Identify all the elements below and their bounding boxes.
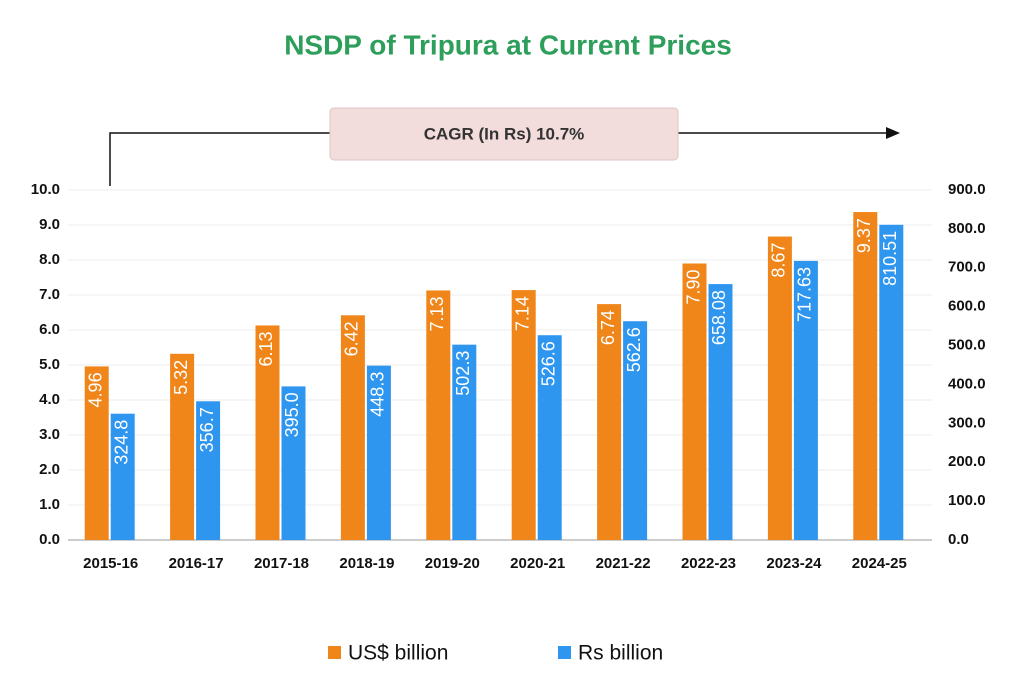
value-label: 7.13	[427, 296, 447, 331]
bar	[853, 212, 878, 541]
bar	[170, 353, 195, 540]
bar	[110, 413, 135, 540]
value-label: 356.7	[197, 407, 217, 452]
value-label: 562.6	[624, 327, 644, 372]
x-tick-label: 2018-19	[339, 555, 394, 572]
x-tick-label: 2019-20	[425, 555, 480, 572]
bar	[597, 304, 622, 540]
value-label: 395.0	[282, 392, 302, 437]
y2-tick-label: 200.0	[948, 453, 986, 470]
bar	[426, 290, 451, 540]
bar	[623, 321, 648, 540]
value-label: 6.42	[342, 321, 362, 356]
value-label: 502.3	[453, 351, 473, 396]
value-label: 5.32	[171, 360, 191, 395]
y-tick-label: 8.0	[39, 251, 60, 268]
legend-label: US$ billion	[348, 642, 448, 665]
y2-tick-label: 0.0	[948, 531, 969, 548]
y2-tick-label: 100.0	[948, 492, 986, 509]
arrow-head	[886, 127, 900, 139]
x-tick-label: 2023-24	[766, 555, 822, 572]
bar	[366, 365, 391, 540]
bar	[537, 335, 562, 540]
y2-tick-label: 300.0	[948, 414, 986, 431]
x-tick-label: 2016-17	[169, 555, 224, 572]
value-label: 658.08	[709, 290, 729, 345]
y2-tick-label: 600.0	[948, 298, 986, 315]
bar	[340, 315, 365, 540]
y-tick-label: 3.0	[39, 426, 60, 443]
y2-tick-label: 400.0	[948, 375, 986, 392]
y-tick-label: 6.0	[39, 321, 60, 338]
annotation-box	[329, 107, 679, 161]
bar	[281, 386, 306, 540]
y-tick-label: 1.0	[39, 496, 60, 513]
x-tick-label: 2017-18	[254, 555, 309, 572]
bar	[196, 401, 221, 540]
legend-swatch	[328, 646, 341, 659]
y2-tick-label: 500.0	[948, 337, 986, 354]
chart-title: NSDP of Tripura at Current Prices	[284, 29, 732, 60]
value-label: 4.96	[85, 372, 105, 407]
bar	[767, 236, 792, 541]
y2-tick-label: 800.0	[948, 220, 986, 237]
x-tick-label: 2022-23	[681, 555, 736, 572]
annotation: CAGR (In Rs) 10.7%	[424, 124, 585, 143]
y2-tick-label: 900.0	[948, 181, 986, 198]
y-tick-label: 4.0	[39, 391, 60, 408]
y-tick-label: 9.0	[39, 216, 60, 233]
value-label: 6.74	[598, 310, 618, 345]
x-tick-label: 2021-22	[596, 555, 651, 572]
legend-label: Rs billion	[578, 642, 663, 665]
bar	[84, 366, 109, 540]
value-label: 448.3	[368, 372, 388, 417]
bar	[452, 344, 477, 540]
x-tick-label: 2020-21	[510, 555, 565, 572]
value-label: 526.6	[538, 341, 558, 386]
legend-swatch	[558, 646, 571, 659]
x-tick-label: 2015-16	[83, 555, 138, 572]
y-tick-label: 10.0	[31, 181, 60, 198]
value-label: 8.67	[769, 243, 789, 278]
y-tick-label: 0.0	[39, 531, 60, 548]
y-tick-label: 7.0	[39, 286, 60, 303]
value-label: 7.90	[683, 270, 703, 305]
bar	[511, 290, 536, 540]
value-label: 7.14	[512, 296, 532, 331]
bar	[708, 284, 733, 540]
value-label: 717.63	[795, 267, 815, 322]
value-label: 9.37	[854, 218, 874, 253]
y2-tick-label: 700.0	[948, 259, 986, 276]
value-label: 324.8	[111, 420, 131, 465]
y-tick-label: 2.0	[39, 461, 60, 478]
bar	[682, 263, 707, 540]
x-tick-label: 2024-25	[852, 555, 907, 572]
bar	[255, 325, 280, 540]
bar	[793, 260, 818, 540]
value-label: 6.13	[256, 331, 276, 366]
arrow-line	[109, 132, 330, 186]
bar	[879, 224, 904, 540]
value-label: 810.51	[880, 231, 900, 286]
y-tick-label: 5.0	[39, 356, 60, 373]
